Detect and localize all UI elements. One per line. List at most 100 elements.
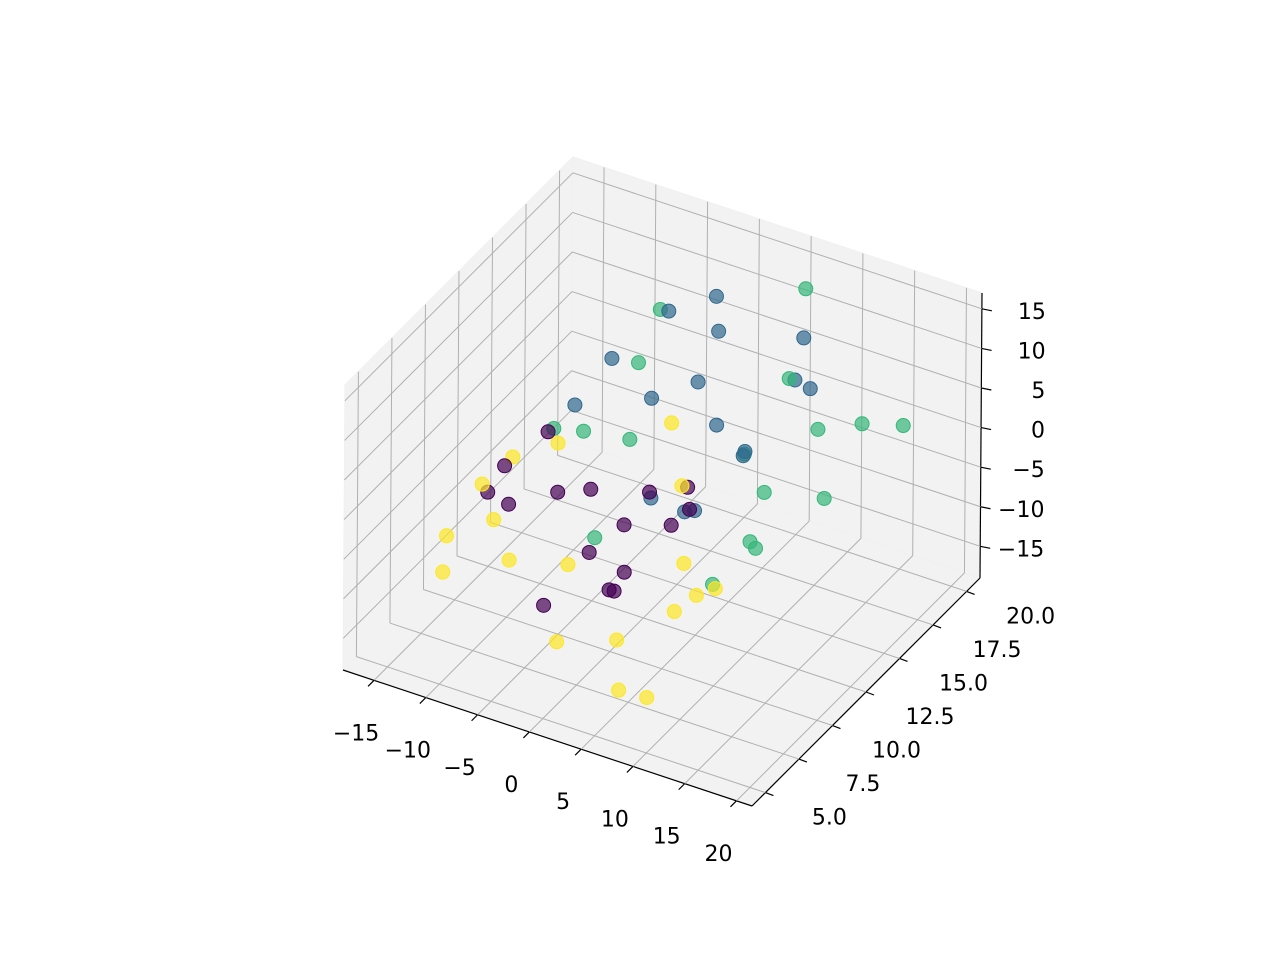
point (674, 478, 690, 494)
grid-line (343, 330, 573, 560)
tick-mark (832, 724, 841, 730)
point (798, 281, 814, 297)
grid-line (571, 370, 981, 508)
point (609, 632, 625, 648)
point (810, 421, 826, 437)
y-tick-label: 20.0 (1006, 604, 1055, 629)
tick-mark (574, 748, 582, 756)
point (663, 517, 679, 533)
grid-line (342, 409, 572, 639)
grid-line (456, 270, 460, 557)
grid-line (557, 170, 561, 456)
point (711, 323, 727, 339)
z-tick-label: 10 (1018, 339, 1046, 364)
point (540, 424, 556, 440)
x-tick-label: 0 (504, 773, 518, 798)
z-tick-label: −10 (998, 498, 1044, 523)
tick-mark (981, 308, 993, 312)
grid-line (963, 287, 967, 573)
point (690, 374, 706, 390)
tick-mark (980, 506, 991, 510)
grid-line (601, 167, 605, 453)
grid-line (389, 622, 800, 760)
point (581, 544, 597, 560)
point (501, 552, 517, 568)
point (560, 557, 576, 573)
tick-mark (730, 800, 737, 808)
x-tick-label: 20 (704, 842, 732, 867)
point (735, 448, 751, 464)
tick-mark (980, 545, 991, 549)
grid-line (422, 304, 426, 590)
point (688, 587, 704, 603)
point (816, 490, 832, 506)
point (549, 634, 565, 650)
point (601, 582, 617, 598)
y-tick-label: 15.0 (939, 671, 988, 696)
point (616, 517, 632, 533)
grid-line (355, 371, 359, 657)
point (576, 423, 592, 439)
point (708, 288, 724, 304)
grid-line (344, 172, 574, 402)
point (796, 330, 812, 346)
point (682, 501, 698, 517)
point (497, 458, 513, 474)
grid-line (356, 656, 766, 794)
tick-mark (899, 657, 908, 663)
grid-line (344, 212, 573, 441)
grid-line (523, 488, 934, 626)
z-tick-label: −5 (1012, 458, 1044, 483)
tick-mark (522, 731, 530, 739)
point (895, 418, 911, 434)
grid-line (705, 201, 709, 487)
grid-line (912, 270, 916, 556)
tick-mark (865, 691, 875, 696)
tick-mark (798, 758, 808, 763)
x-tick-label: −15 (333, 721, 379, 746)
grid-line (756, 218, 760, 504)
tick-mark (678, 783, 686, 791)
grid-line (343, 291, 573, 520)
z-tick-label: −15 (998, 537, 1044, 562)
point (676, 555, 692, 571)
z-tick-label: 5 (1031, 379, 1045, 404)
point (435, 564, 451, 580)
tick-mark (980, 466, 991, 470)
point (486, 512, 502, 528)
point (854, 416, 870, 432)
x-tick-label: −10 (385, 739, 431, 764)
point (748, 540, 764, 556)
grid-line (343, 370, 572, 600)
point (709, 417, 725, 433)
point (756, 484, 772, 500)
point (666, 604, 682, 620)
tick-mark (981, 347, 992, 352)
point (616, 564, 632, 580)
point (550, 435, 566, 451)
y-tick-label: 12.5 (906, 705, 955, 730)
point (474, 476, 490, 492)
point (631, 355, 647, 371)
point (802, 381, 818, 397)
point (642, 484, 658, 500)
point (661, 303, 677, 319)
grid-line (389, 338, 393, 624)
point (550, 484, 566, 500)
grid-line (571, 330, 981, 468)
point (611, 682, 627, 698)
z-tick-label: 0 (1031, 419, 1045, 444)
point (583, 481, 599, 497)
point (781, 371, 797, 387)
grid-line (572, 172, 983, 310)
x-tick-label: 10 (601, 807, 629, 832)
y-tick-label: 7.5 (845, 772, 880, 797)
x-tick-label: 5 (556, 790, 570, 815)
grid-line (572, 211, 982, 349)
z-tick-label: 15 (1018, 300, 1046, 325)
point (622, 431, 638, 447)
z-axis-line (979, 292, 983, 579)
point (639, 690, 655, 706)
point (536, 597, 552, 613)
